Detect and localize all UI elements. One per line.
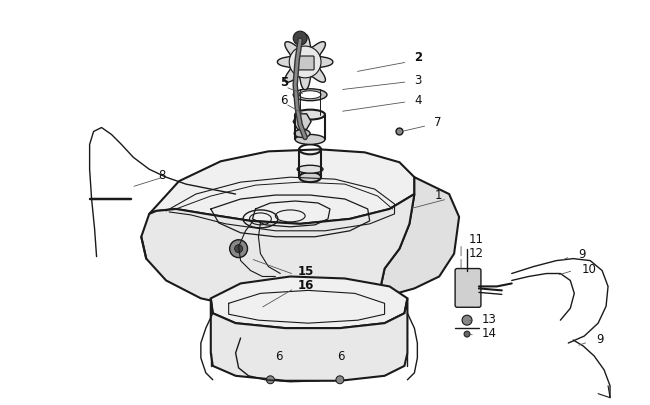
Circle shape <box>336 376 344 384</box>
Text: 15: 15 <box>298 264 315 277</box>
Circle shape <box>289 47 321 79</box>
FancyBboxPatch shape <box>455 269 481 307</box>
Circle shape <box>464 331 470 337</box>
Ellipse shape <box>297 166 323 174</box>
Circle shape <box>266 376 274 384</box>
Ellipse shape <box>293 90 327 101</box>
Ellipse shape <box>295 135 325 145</box>
Text: 14: 14 <box>482 326 497 339</box>
Text: 4: 4 <box>415 94 422 107</box>
Text: 9: 9 <box>596 332 604 345</box>
FancyBboxPatch shape <box>296 57 314 71</box>
Text: 12: 12 <box>469 247 484 260</box>
Polygon shape <box>150 150 415 224</box>
Text: 6: 6 <box>337 350 344 362</box>
Polygon shape <box>141 194 415 313</box>
Text: 10: 10 <box>581 262 596 275</box>
Text: 6: 6 <box>276 350 283 362</box>
Polygon shape <box>293 115 311 130</box>
Polygon shape <box>380 178 459 296</box>
Text: 2: 2 <box>415 51 422 64</box>
Text: 3: 3 <box>415 74 422 87</box>
Text: 13: 13 <box>482 312 497 325</box>
Polygon shape <box>278 35 333 91</box>
Ellipse shape <box>294 130 310 138</box>
Circle shape <box>229 240 248 258</box>
Polygon shape <box>211 277 408 328</box>
Ellipse shape <box>299 92 321 100</box>
Text: 5: 5 <box>280 76 289 89</box>
Text: 8: 8 <box>158 168 166 181</box>
Circle shape <box>462 315 472 325</box>
Text: 6: 6 <box>280 94 288 107</box>
Text: 16: 16 <box>298 278 315 291</box>
Circle shape <box>293 32 307 46</box>
Ellipse shape <box>299 173 321 183</box>
Text: 1: 1 <box>434 188 442 201</box>
Text: 7: 7 <box>434 116 442 129</box>
Polygon shape <box>211 298 408 381</box>
Ellipse shape <box>295 111 325 120</box>
Text: 11: 11 <box>469 232 484 246</box>
Text: 9: 9 <box>578 247 586 260</box>
Circle shape <box>235 245 242 253</box>
